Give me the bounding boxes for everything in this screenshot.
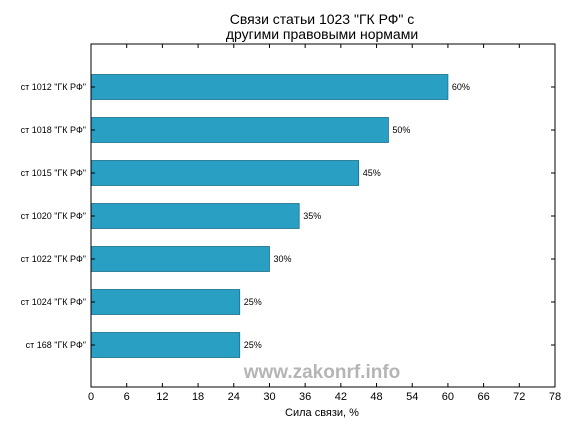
y-category-label: ст 1020 "ГК РФ" bbox=[21, 211, 86, 221]
y-category-label: ст 1015 "ГК РФ" bbox=[21, 168, 86, 178]
ticks-layer: ст 1012 "ГК РФ" ст 1018 "ГК РФ" ст 1015 "Г… bbox=[21, 44, 561, 403]
bar bbox=[90, 246, 270, 272]
bar bbox=[90, 289, 241, 315]
bar-data-label: 60% bbox=[452, 82, 470, 92]
y-category-label: ст 1022 "ГК РФ" bbox=[21, 254, 86, 264]
bar-data-label: 35% bbox=[303, 211, 321, 221]
bars-layer: 60% 50% 45% 35% 30% 25% 25% bbox=[90, 74, 470, 358]
chart-title-line-2: другими правовыми нормами bbox=[226, 26, 418, 42]
x-tick-label: 24 bbox=[228, 391, 240, 403]
x-tick-label: 18 bbox=[192, 391, 204, 403]
x-tick-label: 48 bbox=[370, 391, 382, 403]
bar-data-label: 30% bbox=[273, 254, 291, 264]
y-category-label: ст 1024 "ГК РФ" bbox=[21, 297, 86, 307]
x-tick-label: 36 bbox=[299, 391, 311, 403]
bar bbox=[90, 160, 360, 186]
bar bbox=[90, 203, 300, 229]
bar-data-label: 50% bbox=[392, 125, 410, 135]
x-tick-label: 12 bbox=[156, 391, 168, 403]
bar-data-label: 45% bbox=[363, 168, 381, 178]
y-category-label: ст 1018 "ГК РФ" bbox=[21, 125, 86, 135]
bar-data-label: 25% bbox=[244, 340, 262, 350]
y-category-label: ст 168 "ГК РФ" bbox=[26, 340, 86, 350]
bar-data-label: 25% bbox=[244, 297, 262, 307]
x-tick-label: 42 bbox=[335, 391, 347, 403]
bar bbox=[90, 74, 449, 100]
x-axis-label: Сила связи, % bbox=[285, 407, 359, 419]
bar bbox=[90, 117, 389, 143]
x-tick-label: 72 bbox=[513, 391, 525, 403]
x-tick-label: 78 bbox=[549, 391, 561, 403]
bar bbox=[90, 332, 241, 358]
y-category-label: ст 1012 "ГК РФ" bbox=[21, 82, 86, 92]
x-tick-label: 6 bbox=[124, 391, 130, 403]
x-tick-label: 60 bbox=[442, 391, 454, 403]
x-tick-label: 66 bbox=[477, 391, 489, 403]
x-tick-label: 0 bbox=[88, 391, 94, 403]
chart-title-line-1: Связи статьи 1023 "ГК РФ" с bbox=[230, 11, 415, 27]
x-tick-label: 54 bbox=[406, 391, 418, 403]
x-tick-label: 30 bbox=[263, 391, 275, 403]
watermark: www.zakonrf.info bbox=[243, 362, 401, 383]
